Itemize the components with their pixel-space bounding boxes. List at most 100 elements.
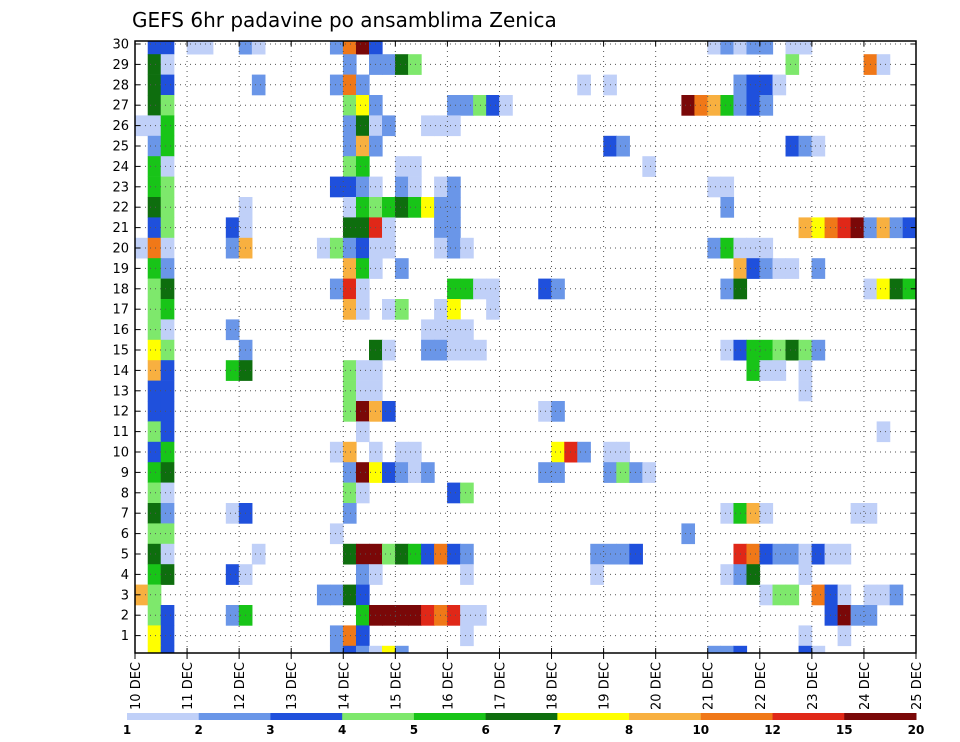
precip-cell <box>889 217 904 239</box>
precip-cell <box>342 258 357 279</box>
precip-cell <box>876 421 891 443</box>
precip-cell <box>355 115 370 137</box>
precip-cell <box>460 95 474 116</box>
colorbar-label: 2 <box>195 723 203 737</box>
precip-cell <box>238 41 253 55</box>
colorbar-label: 3 <box>266 723 274 737</box>
x-tick-label: 12 DEC <box>233 662 248 710</box>
precip-cell <box>160 217 175 239</box>
colorbar-segment <box>342 713 415 720</box>
precip-cell <box>824 217 839 239</box>
precip-cell <box>876 584 891 606</box>
precip-cell <box>902 217 916 239</box>
precip-cell <box>147 523 162 545</box>
precip-cell <box>395 258 409 279</box>
precip-cell <box>147 564 162 585</box>
precip-cell <box>329 74 344 96</box>
y-tick-label: 25 <box>112 140 129 155</box>
precip-cell <box>395 543 409 565</box>
precip-cell <box>772 584 787 606</box>
x-tick-label: 20 DEC <box>650 662 665 710</box>
precip-cell <box>342 380 357 402</box>
precip-cell <box>147 503 162 524</box>
y-tick-label: 27 <box>112 99 129 114</box>
precip-cell <box>772 258 787 279</box>
precip-cell <box>720 339 735 361</box>
precip-cell <box>408 462 422 483</box>
precip-cell <box>421 605 435 626</box>
colorbar-label: 1 <box>123 723 131 737</box>
precip-cell <box>811 339 826 361</box>
precip-cell <box>342 115 357 137</box>
y-tick-label: 22 <box>112 201 129 216</box>
precip-cell <box>551 462 565 483</box>
precip-cell <box>316 584 331 606</box>
precip-cell <box>147 645 162 653</box>
precip-cell <box>460 543 474 565</box>
precip-cell <box>850 605 865 626</box>
precip-cell <box>460 625 474 647</box>
y-tick-label: 19 <box>112 262 129 277</box>
precip-cell <box>160 421 175 443</box>
precip-cell <box>355 605 370 626</box>
precip-cell <box>251 543 266 565</box>
precip-cell <box>707 176 722 198</box>
grid-lines <box>135 41 916 653</box>
precip-cell <box>147 605 162 626</box>
precip-cell <box>160 115 175 137</box>
y-tick-label: 29 <box>112 58 129 73</box>
precip-cell <box>681 523 696 545</box>
colorbar-label: 20 <box>908 723 925 737</box>
precip-cell <box>355 95 370 116</box>
precip-cell <box>785 41 800 55</box>
precip-cell <box>837 584 852 606</box>
precip-cell <box>460 237 474 259</box>
precip-cell <box>147 380 162 402</box>
y-tick-label: 26 <box>112 119 129 134</box>
precip-cell <box>160 299 175 320</box>
precip-cell <box>876 278 891 300</box>
precip-cell <box>447 95 461 116</box>
precip-cell <box>160 41 175 55</box>
precip-cell <box>147 441 162 463</box>
precip-cell <box>798 645 813 653</box>
precip-cell <box>837 217 852 239</box>
precip-cell <box>720 645 735 653</box>
precip-cell <box>759 360 774 381</box>
precip-cell <box>551 278 565 300</box>
precip-cell <box>473 605 487 626</box>
precip-cell <box>382 237 396 259</box>
precip-cell <box>785 584 800 606</box>
precip-cell <box>564 441 578 463</box>
precip-cell <box>837 543 852 565</box>
precip-cell <box>733 666 747 687</box>
precip-cell <box>355 584 370 606</box>
precip-cell <box>342 503 357 524</box>
x-tick-label: 24 DEC <box>858 662 873 710</box>
precip-cells <box>135 41 916 687</box>
y-axis: 1234567891011121314151617181920212223242… <box>112 38 916 644</box>
precip-cell <box>147 135 162 157</box>
precip-cell <box>329 645 344 653</box>
precip-cell <box>447 237 461 259</box>
precip-cell <box>147 41 162 55</box>
precip-cell <box>355 380 370 402</box>
precip-cell <box>160 237 175 259</box>
precip-cell <box>733 645 748 653</box>
precip-cell <box>837 605 852 626</box>
precip-cell <box>342 401 357 422</box>
precip-cell <box>720 564 735 585</box>
precip-cell <box>160 401 175 422</box>
precip-cell <box>382 339 396 361</box>
precip-cell <box>382 543 396 565</box>
precip-cell <box>395 156 409 177</box>
precip-cell <box>837 625 852 647</box>
precip-cell <box>759 95 774 116</box>
precip-cell <box>408 176 422 198</box>
precip-cell <box>811 645 826 653</box>
precip-cell <box>342 217 357 239</box>
precip-cell <box>342 41 357 55</box>
precip-cell <box>147 258 162 279</box>
colorbar-segment <box>413 713 487 720</box>
